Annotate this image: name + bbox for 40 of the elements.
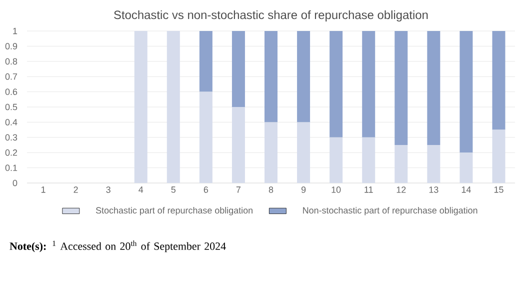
y-tick-label: 0.2 [5, 149, 18, 156]
y-tick-label: 1 [13, 28, 18, 34]
x-tick-label: 12 [396, 186, 406, 193]
y-tick-label: 0.6 [5, 88, 18, 95]
x-tick-label: 9 [301, 186, 306, 193]
x-tick-label: 13 [429, 186, 438, 193]
x-tick-label: 15 [494, 186, 504, 193]
y-tick-label: 0.1 [5, 164, 18, 171]
bar [330, 31, 343, 138]
bar [297, 31, 310, 122]
bar [264, 31, 278, 122]
y-tick-label: 0 [12, 180, 18, 186]
bar [394, 31, 408, 145]
x-tick-label: 3 [106, 186, 110, 193]
y-tick-label: 0.4 [5, 119, 18, 126]
x-tick-label: 2 [74, 186, 78, 193]
legend-label: Stochastic part of repurchase obligation [96, 206, 252, 216]
bar [427, 31, 440, 145]
bar [460, 31, 473, 153]
bar [492, 31, 506, 130]
bar [232, 31, 245, 107]
y-tick-label: 0.3 [5, 134, 18, 141]
x-tick-label: 1 [41, 186, 46, 193]
chart-title: Stochastic vs non-stochastic share of repurchase obligation [114, 10, 428, 22]
text: Note(s): $^{1}$ Accessed on 20$^{th}$ of September 2024 [10, 240, 226, 252]
x-tick-label: 5 [171, 186, 176, 193]
y-tick-label: 0.8 [5, 58, 18, 65]
bar [362, 31, 376, 138]
x-tick-label: 14 [462, 186, 471, 193]
legend-label: Non-stochastic part of repurchase obligation [303, 206, 478, 216]
x-tick-label: 8 [268, 186, 274, 193]
x-tick-label: 4 [138, 186, 144, 193]
y-tick-label: 0.9 [5, 43, 18, 50]
bar [199, 31, 212, 92]
x-tick-label: 7 [236, 186, 241, 193]
y-tick-label: 0.7 [5, 73, 18, 80]
y-tick-label: 0.5 [5, 104, 18, 110]
x-tick-label: 6 [204, 186, 208, 193]
x-tick-label: 11 [364, 186, 373, 193]
x-tick-label: 10 [332, 186, 341, 193]
